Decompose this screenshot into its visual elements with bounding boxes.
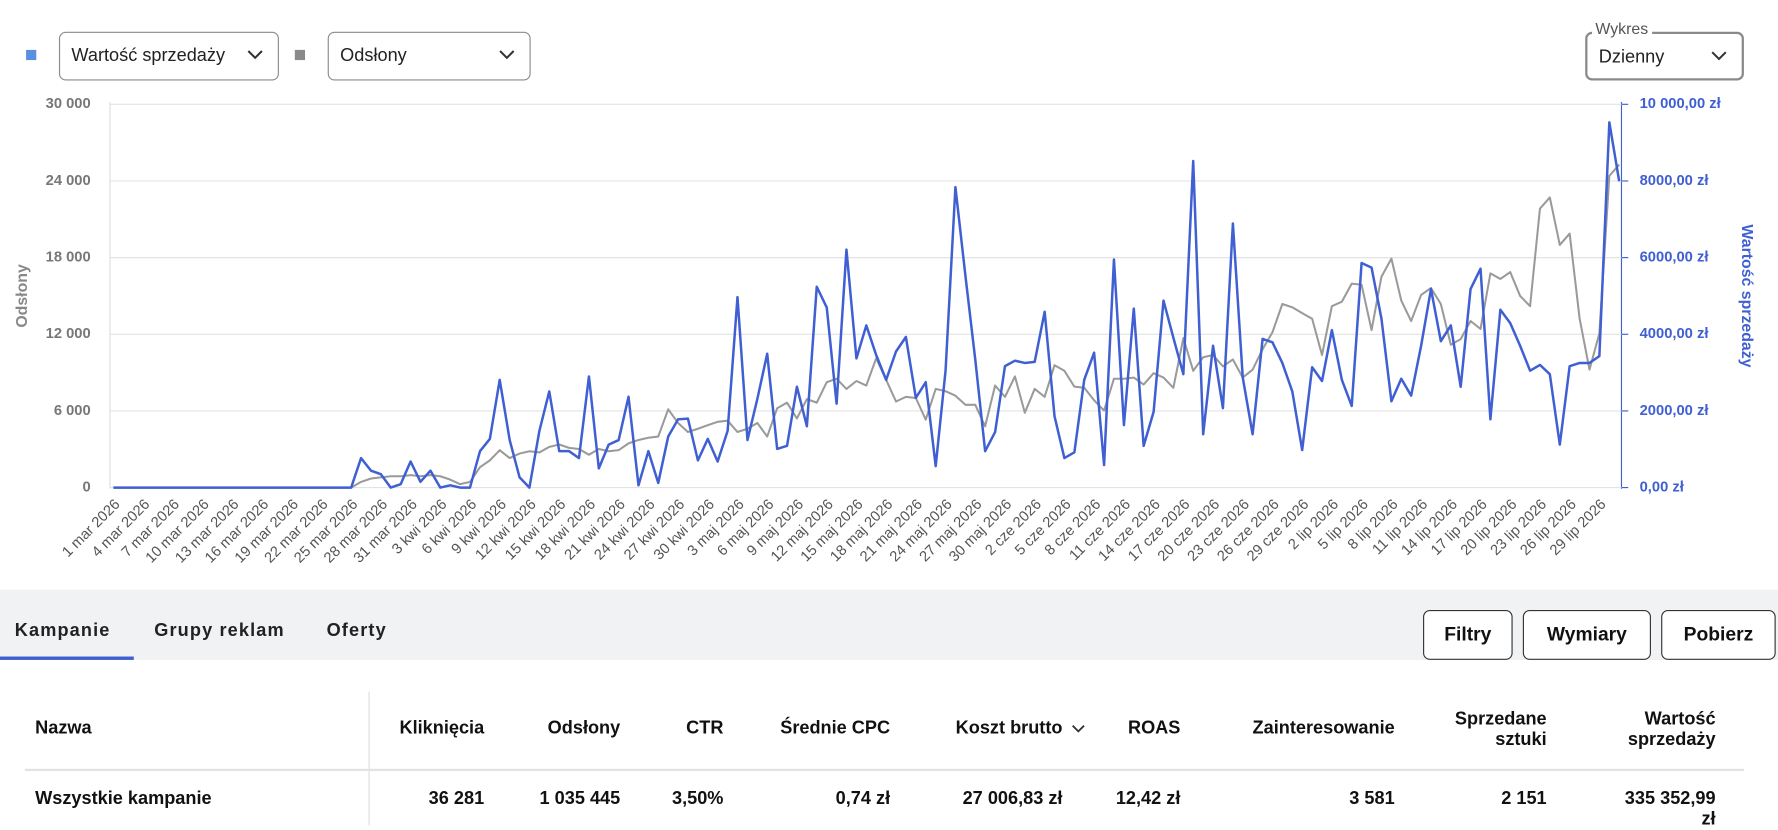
y2-tick-label: 4000,00 zł: [1640, 326, 1709, 342]
y-tick-label: 24 000: [46, 173, 91, 189]
line-series: [113, 163, 1620, 489]
y2-tick-label: 10 000,00 zł: [1640, 96, 1721, 112]
cell: Wszystkie kampanie: [35, 789, 212, 809]
cell: 2 151: [1501, 789, 1547, 809]
y-tick-label: 6 000: [54, 403, 91, 419]
y-tick-label: 30 000: [46, 96, 91, 112]
view-label: Wykres: [1591, 19, 1652, 38]
cell: 3,50%: [671, 789, 724, 809]
cell: 335 352,99 zł: [1624, 789, 1716, 829]
tab[interactable]: Grupy reklam: [154, 621, 285, 641]
cell: 3 581: [1349, 789, 1395, 809]
y2-tick-label: 6000,00 zł: [1640, 250, 1709, 266]
y-axis-title: Odsłony: [14, 264, 31, 328]
y2-tick-label: 2000,00 zł: [1640, 403, 1709, 419]
y2-axis-title: Wartość sprzedaży: [1738, 224, 1755, 367]
column-header: ROAS: [1127, 718, 1181, 739]
cell: 27 006,83 zł: [962, 789, 1063, 809]
cell: 0,74 zł: [835, 789, 891, 809]
metric-dropdown[interactable]: Odsłony: [327, 31, 531, 81]
column-header: Zainteresowanie: [1252, 718, 1395, 739]
dropdown-value: Odsłony: [340, 46, 407, 66]
chevron: [499, 50, 515, 60]
line-series: [113, 121, 1621, 489]
column-header: CTR: [686, 718, 724, 739]
tab[interactable]: Kampanie: [14, 621, 111, 641]
tab[interactable]: Oferty: [326, 621, 387, 641]
cell: 1 035 445: [539, 789, 621, 809]
metric-dropdown[interactable]: Wartość sprzedaży: [58, 31, 279, 81]
y-tick-label: 12 000: [46, 326, 91, 342]
button[interactable]: Filtry: [1423, 610, 1513, 660]
row-divider: [24, 768, 1744, 772]
column-header: Sprzedane sztuki: [1454, 709, 1547, 750]
legend-swatch: [26, 49, 37, 61]
dropdown-value: Wartość sprzedaży: [71, 46, 226, 66]
cell: 36 281: [428, 789, 485, 809]
column-divider: [368, 691, 370, 826]
y2-tick-label: 0,00 zł: [1640, 479, 1684, 495]
column-header: Średnie CPC: [780, 718, 891, 739]
active-tab-indicator: [0, 656, 134, 660]
chevron: [247, 50, 263, 60]
chevron: [1711, 51, 1727, 61]
y-tick-label: 18 000: [46, 250, 91, 266]
column-header: Koszt brutto: [955, 718, 1063, 739]
column-header: Wartość sprzedaży: [1627, 709, 1716, 750]
button[interactable]: Pobierz: [1661, 610, 1776, 660]
y2-tick-label: 8000,00 zł: [1640, 173, 1709, 189]
sort-icon[interactable]: [1070, 723, 1086, 734]
column-header: Kliknięcia: [399, 718, 485, 739]
cell: 12,42 zł: [1115, 789, 1181, 809]
view-dropdown[interactable]: Dzienny: [1585, 31, 1744, 81]
y-tick-label: 0: [83, 479, 91, 495]
button[interactable]: Wymiary: [1522, 610, 1651, 660]
legend-swatch: [294, 49, 306, 61]
chart: Odsłony Wartość sprzedaży 0 6 000 12 000 18…: [14, 96, 1755, 566]
column-header: Odsłony: [547, 718, 621, 739]
dropdown-value: Dzienny: [1598, 47, 1665, 67]
column-header: Nazwa: [35, 718, 92, 739]
